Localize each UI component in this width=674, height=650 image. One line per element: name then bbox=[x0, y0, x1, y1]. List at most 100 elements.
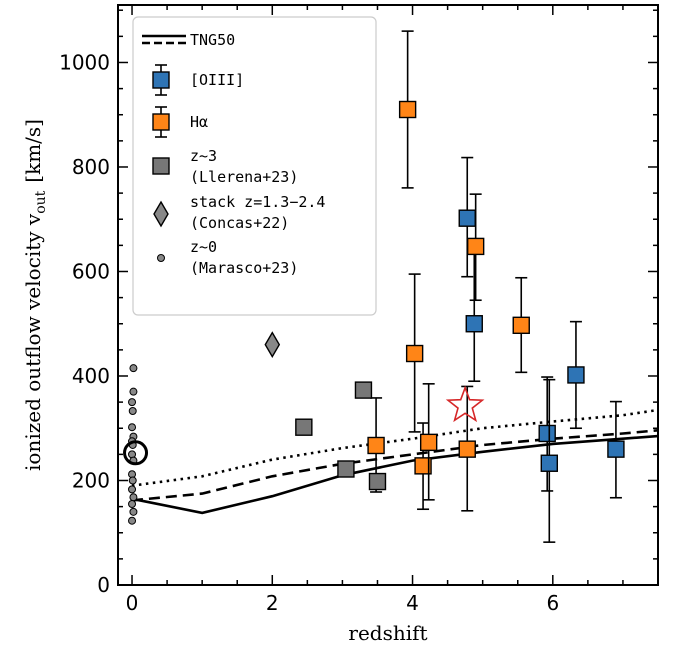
legend-entry-tng50: TNG50 bbox=[142, 31, 235, 49]
legend-label-oiii: [OIII] bbox=[190, 71, 244, 89]
marasco-point-11 bbox=[128, 476, 137, 485]
marasco-marker-11 bbox=[128, 476, 137, 485]
llerena-point-3 bbox=[368, 472, 387, 491]
halpha-marker-1 bbox=[405, 344, 424, 363]
halpha-point-7 bbox=[512, 276, 530, 374]
halpha-marker-6 bbox=[466, 237, 485, 256]
marasco-marker-4 bbox=[128, 423, 137, 432]
concas-point-0 bbox=[264, 331, 281, 359]
halpha-marker-5 bbox=[458, 440, 476, 458]
marasco_mean-point-0 bbox=[123, 440, 149, 466]
legend-box bbox=[132, 16, 377, 316]
legend-marker-llerena bbox=[152, 157, 170, 175]
legend-marker-concas bbox=[153, 200, 169, 228]
llerena-point-0 bbox=[295, 418, 313, 436]
x-tick-label: 2 bbox=[266, 591, 279, 615]
marasco-marker-15 bbox=[129, 507, 138, 516]
data-points bbox=[123, 30, 625, 543]
oiii-marker-4 bbox=[567, 366, 585, 384]
oiii-marker-3 bbox=[540, 454, 558, 472]
y-tick-label: 1000 bbox=[59, 50, 110, 74]
halpha-marker-0 bbox=[398, 100, 417, 119]
llerena-point-1 bbox=[337, 460, 355, 478]
axes: 0 2 4 6 0 200 400 600 800 1000 bbox=[59, 4, 659, 615]
halpha-marker-3 bbox=[419, 433, 438, 452]
x-tick-label: 0 bbox=[126, 591, 139, 615]
marasco-point-16 bbox=[128, 516, 137, 525]
oiii-point-0 bbox=[458, 156, 476, 278]
llerena-marker-0 bbox=[295, 418, 313, 436]
legend-sublabel-marasco: (Marasco+23) bbox=[190, 259, 298, 277]
llerena-marker-3 bbox=[368, 472, 387, 491]
legend-label-concas: stack z=1.3−2.4 bbox=[190, 193, 325, 211]
llerena-marker-1 bbox=[337, 460, 355, 478]
halpha-marker-4 bbox=[367, 436, 385, 455]
legend-marker-oiii bbox=[152, 71, 170, 89]
oiii-marker-2 bbox=[538, 424, 556, 443]
concas-marker-0 bbox=[264, 331, 281, 359]
oiii-marker-1 bbox=[465, 315, 483, 333]
legend-entry-llerena: z~3 (Llerena+23) bbox=[152, 147, 298, 186]
marasco-point-14 bbox=[128, 500, 137, 509]
marasco-mean-ring bbox=[123, 440, 149, 466]
oiii-point-1 bbox=[465, 249, 483, 383]
x-axis-label: redshift bbox=[348, 621, 427, 645]
y-tick-label: 0 bbox=[97, 573, 110, 597]
marasco-marker-14 bbox=[128, 500, 137, 509]
legend-sublabel-concas: (Concas+22) bbox=[190, 214, 289, 232]
legend-label-halpha: Hα bbox=[190, 113, 208, 131]
marasco-point-12 bbox=[128, 485, 137, 494]
marasco-point-13 bbox=[129, 493, 138, 502]
llerena-marker-2 bbox=[354, 381, 373, 399]
y-tick-label: 600 bbox=[72, 259, 110, 283]
line-tng50_dotted bbox=[131, 408, 658, 487]
halpha-point-2 bbox=[414, 422, 432, 511]
legend: TNG50 [OIII] Hα z~3 (Llerena+23) stack z=1.3−… bbox=[132, 16, 377, 316]
star-marker bbox=[445, 385, 485, 423]
x-tick-label: 6 bbox=[546, 591, 559, 615]
legend-entry-halpha: Hα bbox=[152, 106, 208, 138]
oiii-point-3 bbox=[540, 378, 558, 543]
x-tick-label: 4 bbox=[406, 591, 419, 615]
y-tick-label: 400 bbox=[72, 364, 110, 388]
y-axis-label-main: ionized outflow velocity v bbox=[21, 213, 45, 471]
y-axis-label: ionized outflow velocity vout [km/s] bbox=[21, 119, 49, 471]
marasco-marker-16 bbox=[128, 516, 137, 525]
marasco-point-15 bbox=[129, 507, 138, 516]
halpha-point-0 bbox=[398, 30, 417, 189]
halpha-point-1 bbox=[405, 273, 424, 433]
tng50-lines bbox=[131, 408, 658, 515]
marasco-point-4 bbox=[128, 423, 137, 432]
marasco-marker-1 bbox=[129, 387, 138, 396]
legend-entry-marasco: z~0 (Marasco+23) bbox=[157, 238, 298, 277]
halpha-marker-2 bbox=[414, 457, 432, 475]
oiii-point-5 bbox=[607, 400, 625, 499]
star-point-0 bbox=[445, 385, 485, 423]
legend-marker-marasco bbox=[157, 254, 165, 262]
marasco-marker-0 bbox=[129, 364, 138, 373]
halpha-marker-7 bbox=[512, 316, 530, 335]
legend-sublabel-llerena: (Llerena+23) bbox=[190, 168, 298, 186]
oiii-marker-0 bbox=[458, 209, 476, 227]
legend-marker-halpha bbox=[152, 113, 170, 131]
legend-entry-oiii: [OIII] bbox=[152, 64, 244, 96]
line-tng50_solid bbox=[131, 434, 658, 515]
halpha-point-5 bbox=[458, 385, 476, 512]
y-axis-label-subscript: out bbox=[33, 190, 49, 213]
y-tick-label: 800 bbox=[72, 155, 110, 179]
oiii-marker-5 bbox=[607, 440, 625, 458]
oiii-point-2 bbox=[538, 376, 556, 492]
marasco-marker-13 bbox=[129, 493, 138, 502]
marasco-point-2 bbox=[128, 398, 137, 407]
y-tick-label: 200 bbox=[72, 468, 110, 492]
oiii-point-4 bbox=[567, 320, 585, 430]
legend-label-tng50: TNG50 bbox=[190, 31, 235, 49]
halpha-point-3 bbox=[419, 383, 438, 501]
marasco-marker-12 bbox=[128, 485, 137, 494]
legend-label-marasco: z~0 bbox=[190, 238, 217, 256]
marasco-marker-2 bbox=[128, 398, 137, 407]
llerena-point-2 bbox=[354, 381, 373, 399]
marasco-point-3 bbox=[128, 407, 137, 415]
plot-frame bbox=[117, 4, 659, 586]
